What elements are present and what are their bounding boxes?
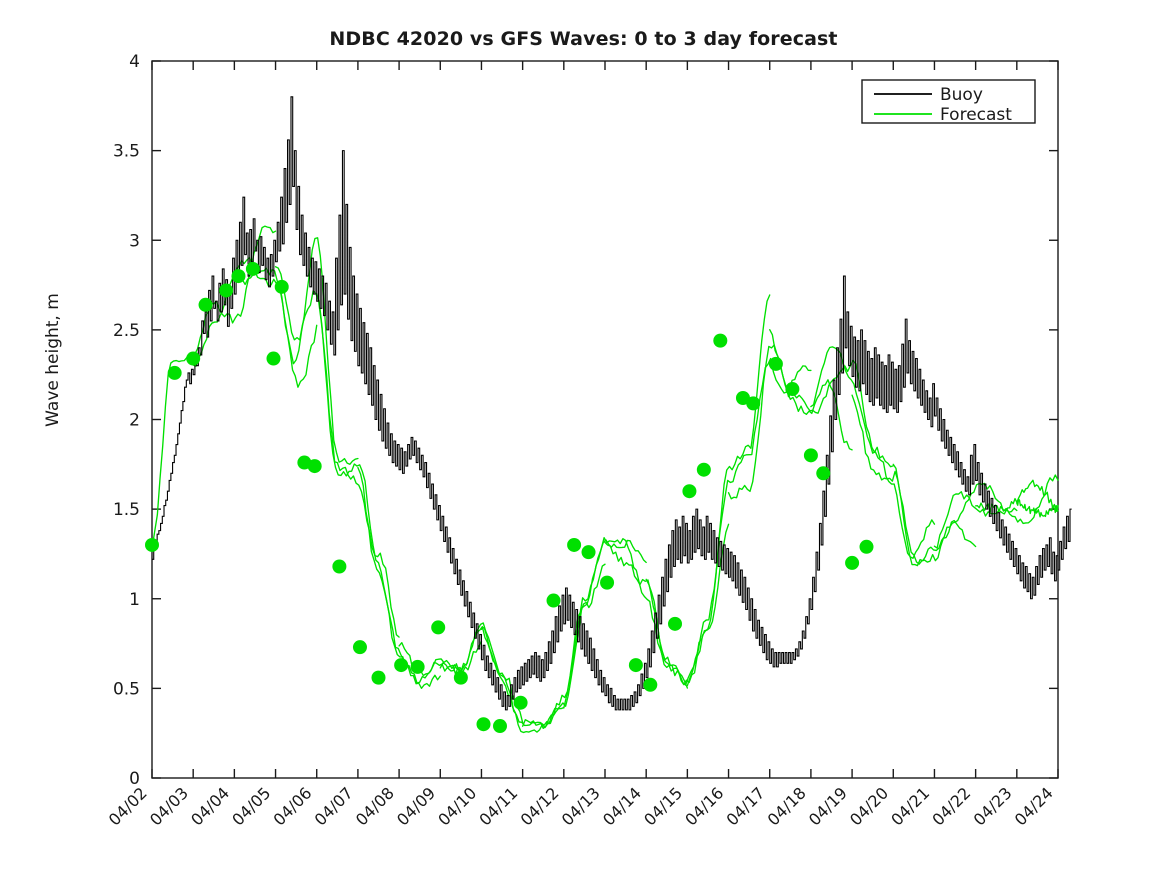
forecast-init-marker <box>713 333 728 348</box>
x-axis-ticks: 04/0204/0304/0404/0504/0604/0704/0804/09… <box>105 61 1059 829</box>
forecast-init-marker <box>735 390 750 405</box>
forecast-init-marker <box>198 297 213 312</box>
y-tick-label: 1 <box>129 590 140 610</box>
forecast-init-marker <box>307 459 322 474</box>
forecast-init-marker <box>186 351 201 366</box>
y-tick-label: 4 <box>129 52 140 72</box>
forecast-init-marker <box>492 719 507 734</box>
forecast-init-marker <box>231 269 246 284</box>
forecast-init-marker <box>546 593 561 608</box>
y-tick-label: 3 <box>129 231 140 251</box>
forecast-cycle-line <box>316 293 441 689</box>
x-tick-label: 04/15 <box>640 783 686 829</box>
forecast-init-marker <box>696 462 711 477</box>
forecast-cycle-line <box>727 344 853 500</box>
forecast-init-marker <box>643 677 658 692</box>
x-tick-label: 04/02 <box>105 783 151 829</box>
forecast-cycle-line <box>521 539 647 727</box>
x-tick-label: 04/10 <box>434 783 480 829</box>
forecast-cycle-line <box>439 622 565 734</box>
forecast-init-marker <box>628 658 643 673</box>
buoy-series <box>152 96 1072 711</box>
forecast-cycle-line <box>851 394 977 565</box>
x-tick-label: 04/14 <box>599 783 645 829</box>
x-tick-label: 04/16 <box>681 783 727 829</box>
forecast-cycle-line <box>357 466 483 684</box>
forecast-init-marker <box>476 717 491 732</box>
forecast-init-marker <box>785 382 800 397</box>
forecast-init-marker <box>371 670 386 685</box>
forecast-init-marker <box>394 658 409 673</box>
forecast-init-marker <box>219 283 234 298</box>
y-tick-label: 1.5 <box>113 500 140 520</box>
forecast-init-marker <box>274 279 289 294</box>
forecast-init-marker <box>410 659 425 674</box>
forecast-cycle-line <box>274 266 400 638</box>
forecast-init-marker <box>431 620 446 635</box>
x-tick-label: 04/13 <box>558 783 604 829</box>
forecast-init-marker <box>845 555 860 570</box>
forecast-init-marker <box>682 484 697 499</box>
legend-label: Buoy <box>940 85 983 105</box>
x-tick-label: 04/12 <box>517 783 563 829</box>
x-tick-label: 04/11 <box>475 783 521 829</box>
forecast-cycle-line <box>645 294 771 686</box>
forecast-init-marker <box>453 670 468 685</box>
y-tick-label: 2 <box>129 411 140 431</box>
y-axis-ticks: 0 0.5 1 1.5 2 2.5 3 3.5 4 <box>113 52 1058 789</box>
y-tick-label: 0 <box>129 769 140 789</box>
forecast-init-marker <box>668 616 683 631</box>
x-tick-label: 04/23 <box>970 783 1016 829</box>
forecast-cycle-line <box>563 537 689 709</box>
x-tick-label: 04/20 <box>846 783 892 829</box>
x-tick-label: 04/04 <box>187 783 233 829</box>
x-tick-label: 04/18 <box>764 783 810 829</box>
forecast-cycle-line <box>1016 498 1059 518</box>
forecast-init-marker <box>167 365 182 380</box>
x-tick-label: 04/21 <box>887 783 933 829</box>
forecast-init-marker <box>803 448 818 463</box>
forecast-init-marker <box>332 559 347 574</box>
x-tick-label: 04/17 <box>723 783 769 829</box>
y-tick-label: 2.5 <box>113 321 140 341</box>
forecast-cycle-line <box>480 563 606 730</box>
x-tick-label: 04/06 <box>270 783 316 829</box>
y-tick-label: 3.5 <box>113 142 140 162</box>
x-tick-label: 04/08 <box>352 783 398 829</box>
forecast-init-marker <box>600 575 615 590</box>
forecast-cycle-line <box>892 463 1018 567</box>
forecast-init-marker <box>513 695 528 710</box>
forecast-init-marker <box>352 640 367 655</box>
x-tick-label: 04/24 <box>1011 783 1057 829</box>
x-tick-label: 04/07 <box>311 783 357 829</box>
buoy-line <box>152 96 1072 711</box>
x-tick-label: 04/03 <box>146 783 192 829</box>
forecast-init-marker <box>859 539 874 554</box>
forecast-init-marker <box>266 351 281 366</box>
forecast-init-marker <box>746 396 761 411</box>
x-tick-label: 04/05 <box>228 783 274 829</box>
x-tick-label: 04/19 <box>805 783 851 829</box>
forecast-init-marker <box>567 537 582 552</box>
chart-title: NDBC 42020 vs GFS Waves: 0 to 3 day fore… <box>329 28 838 50</box>
forecast-init-marker <box>768 356 783 371</box>
forecast-init-marker <box>245 261 260 276</box>
forecast-init-marker <box>145 537 159 552</box>
y-tick-label: 0.5 <box>113 679 140 699</box>
x-tick-label: 04/09 <box>393 783 439 829</box>
legend-label: Forecast <box>940 105 1012 125</box>
forecast-series <box>151 225 1059 734</box>
forecast-init-marker <box>581 545 596 560</box>
forecast-init-markers <box>145 261 874 734</box>
forecast-init-marker <box>816 466 831 481</box>
x-tick-label: 04/22 <box>928 783 974 829</box>
